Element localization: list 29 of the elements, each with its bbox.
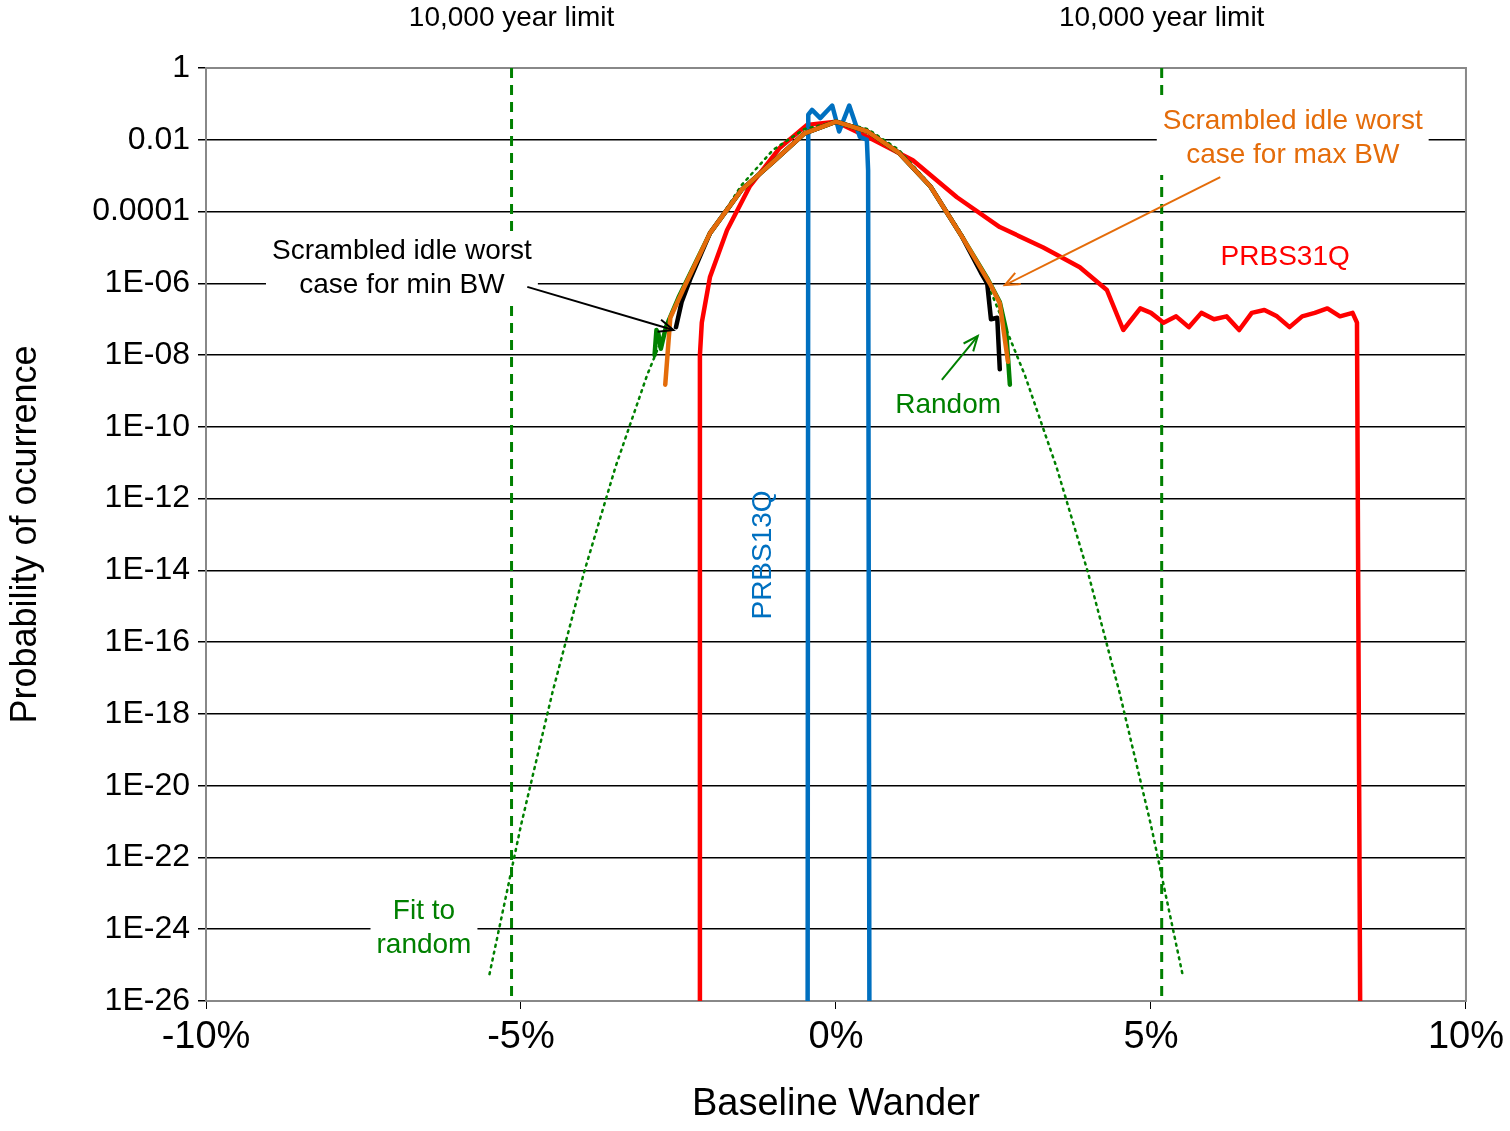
y-tick-label: 1E-18 [104,693,190,730]
y-tick-label: 1E-24 [104,909,190,946]
x-tick-label: -10% [161,1014,251,1057]
y-tick-label: 0.01 [127,119,190,156]
ref-line-label: 10,000 year limit [408,0,615,32]
y-tick-label: 1E-14 [104,550,190,587]
series-label: Fit to random [376,893,472,959]
text: Scrambled idle worst case for max BW [1162,103,1423,169]
y-tick-label: 1E-10 [104,406,190,443]
y-tick-label: 0.0001 [92,191,190,228]
x-axis-title: Baseline Wander [692,1080,981,1123]
y-tick-label: 1 [172,47,190,84]
x-tick-label: 10% [1427,1014,1504,1057]
legend-label: Random [895,387,1002,419]
text: PRBS13Q [745,490,777,620]
series-label: PRBS31Q [1220,239,1350,271]
x-tick-label: -5% [487,1014,555,1057]
ref-line-label: 10,000 year limit [1058,0,1265,32]
y-tick-label: 1E-22 [104,837,190,874]
y-tick-label: 1E-16 [104,621,190,658]
x-tick-label: 5% [1123,1014,1179,1057]
y-tick-label: 1E-20 [104,765,190,802]
text: Scrambled idle worst case for min BW [271,233,533,299]
x-tick-label: 0% [808,1014,864,1057]
y-tick-label: 1E-26 [104,980,190,1017]
y-tick-label: 1E-06 [104,263,190,300]
y-tick-label: 1E-08 [104,334,190,371]
y-tick-label: 1E-12 [104,478,190,515]
y-axis-title: Probability of ocurrence [2,345,44,724]
